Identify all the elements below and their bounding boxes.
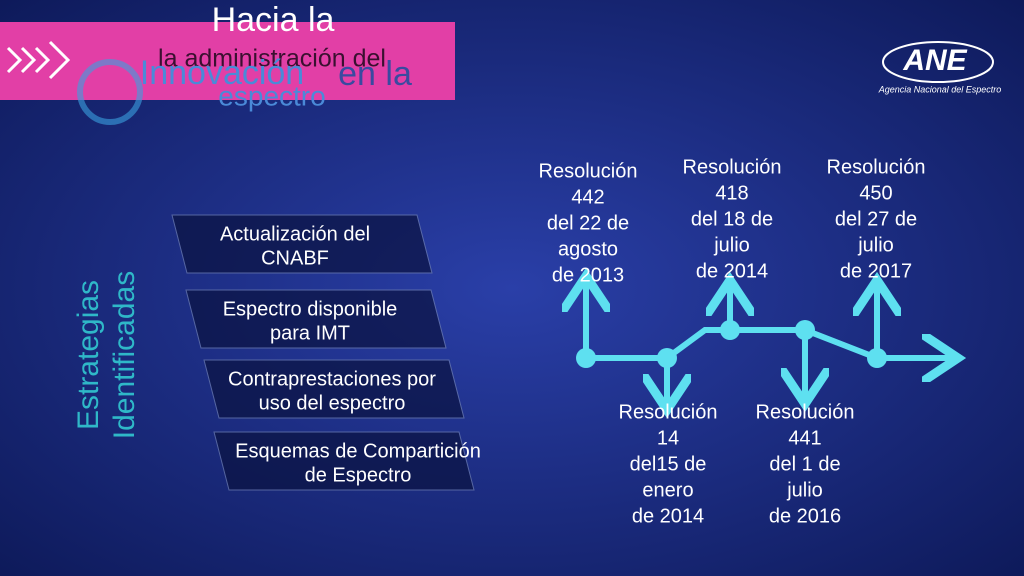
resolution-text: Resolución	[683, 156, 782, 178]
resolution-text: julio	[713, 234, 750, 256]
strategy-text: Espectro disponible	[223, 298, 398, 320]
header-banner	[0, 22, 455, 100]
resolution-text: de 2014	[696, 260, 768, 282]
resolution-text: 442	[571, 186, 604, 208]
resolution-text: del 18 de	[691, 208, 773, 230]
node	[576, 348, 596, 368]
resolution-text: Resolución	[827, 156, 926, 178]
strategy-text: CNABF	[261, 247, 329, 269]
side-label-line: Identificadas	[108, 271, 141, 439]
resolution-text: 450	[859, 182, 892, 204]
strategy-text: Esquemas de Compartición	[235, 440, 481, 462]
resolution-text: 441	[788, 427, 821, 449]
strategy-text: Contraprestaciones por	[228, 368, 436, 390]
node	[795, 320, 815, 340]
logo-name: ANE	[902, 44, 967, 77]
strategy-box	[213, 431, 475, 491]
resolution-text: del15 de	[630, 453, 707, 475]
title-line: Hacia la	[212, 1, 335, 39]
side-label-line: Estrategias	[72, 280, 105, 430]
strategy-text: uso del espectro	[259, 392, 406, 414]
resolution-text: de 2017	[840, 260, 912, 282]
resolution-text: de 2016	[769, 505, 841, 527]
resolution-text: Resolución	[619, 401, 718, 423]
logo-ring	[882, 41, 994, 83]
resolution-text: Resolución	[756, 401, 855, 423]
node	[720, 320, 740, 340]
resolution-text: de 2013	[552, 264, 624, 286]
decor-ring	[77, 59, 143, 125]
strategy-box	[171, 214, 433, 274]
chevrons	[6, 40, 71, 80]
strategy-text: para IMT	[270, 322, 350, 344]
resolution-text: 14	[657, 427, 679, 449]
resolution-text: de 2014	[632, 505, 704, 527]
side-label: Estrategias Identificadas	[72, 271, 141, 439]
timeline	[576, 282, 952, 404]
resolution-text: agosto	[558, 238, 618, 260]
strategy-box	[203, 359, 465, 419]
timeline-line	[586, 327, 952, 358]
resolution-text: del 27 de	[835, 208, 917, 230]
title-line: en la	[338, 55, 412, 93]
resolution-text: del 22 de	[547, 212, 629, 234]
strategy-box	[185, 289, 447, 349]
title-line: la administración del	[158, 45, 386, 73]
resolution-text: Resolución	[539, 160, 638, 182]
resolution-text: 418	[715, 182, 748, 204]
strategy-text: Actualización del	[220, 223, 370, 245]
resolution-text: enero	[642, 479, 693, 501]
node	[657, 348, 677, 368]
resolution-text: julio	[786, 479, 823, 501]
logo-subtitle: Agencia Nacional del Espectro	[878, 84, 1002, 94]
title-line: Innovación	[140, 54, 304, 92]
resolution-text: julio	[857, 234, 894, 256]
strategy-text: de Espectro	[305, 464, 412, 486]
node	[867, 348, 887, 368]
title-line: espectro	[218, 80, 325, 111]
resolution-text: del 1 de	[769, 453, 840, 475]
